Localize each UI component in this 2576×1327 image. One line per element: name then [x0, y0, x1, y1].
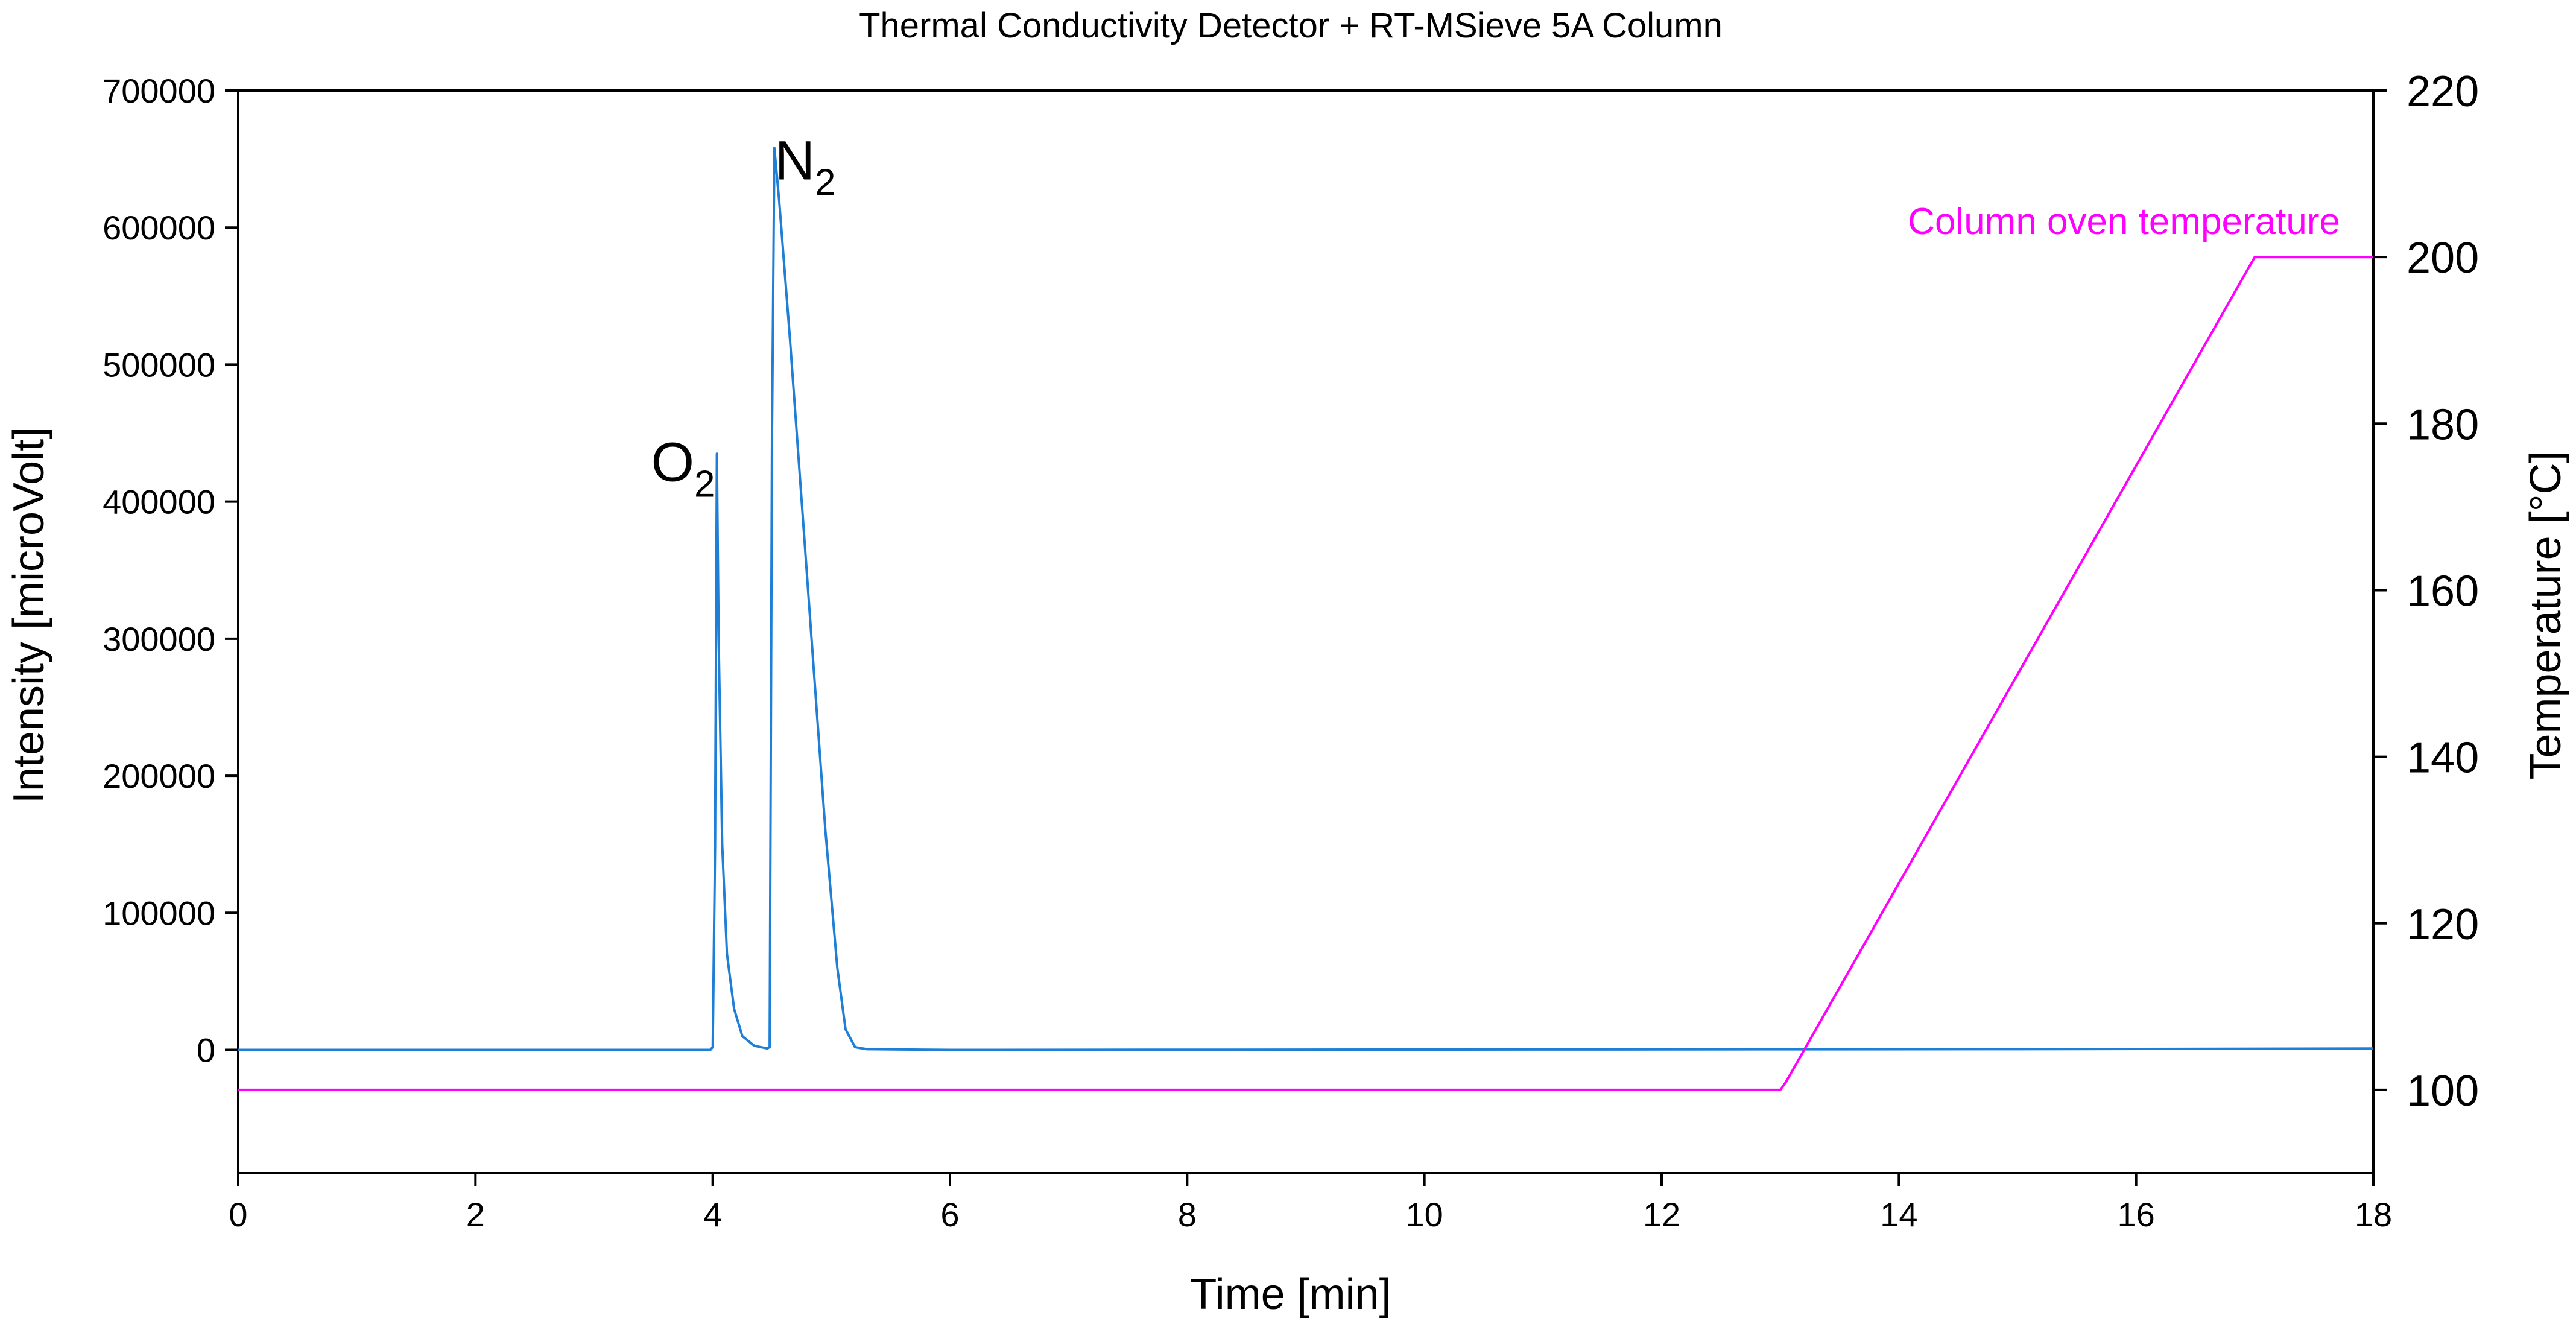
peak-label: O2	[651, 432, 715, 505]
plot-frame	[237, 89, 2375, 1174]
y-tick-label: 200000	[103, 757, 215, 795]
x-tick-label: 18	[2355, 1196, 2392, 1234]
x-tick-label: 4	[703, 1196, 722, 1234]
y-tick-label: 600000	[103, 209, 215, 247]
y-tick-label: 300000	[103, 620, 215, 658]
y-tick-label: 100000	[103, 894, 215, 932]
peak-label: N2	[775, 130, 836, 204]
y-tick-label: 700000	[103, 72, 215, 110]
y-tick-label: 500000	[103, 346, 215, 384]
chart-title: Thermal Conductivity Detector + RT-MSiev…	[859, 6, 1723, 45]
y-tick-label: 400000	[103, 483, 215, 521]
y2-tick-label: 120	[2407, 901, 2479, 949]
y2-tick-label: 140	[2407, 734, 2479, 782]
y-axis-label: Intensity [microVolt]	[5, 427, 53, 803]
x-tick-label: 12	[1643, 1196, 1680, 1234]
x-tick-label: 0	[229, 1196, 247, 1234]
x-axis-label: Time [min]	[1190, 1270, 1391, 1319]
temperature-line	[238, 256, 2373, 1091]
y-tick-label: 0	[197, 1031, 215, 1069]
x-tick-label: 10	[1406, 1196, 1443, 1234]
y2-axis-label: Temperature [°C]	[2522, 451, 2570, 780]
y2-tick-label: 200	[2407, 234, 2479, 282]
temperature-series-label: Column oven temperature	[1908, 201, 2340, 242]
x-tick-label: 6	[940, 1196, 959, 1234]
y2-tick-label: 160	[2407, 567, 2479, 615]
x-tick-label: 16	[2118, 1196, 2155, 1234]
y2-tick-label: 220	[2407, 68, 2479, 116]
x-tick-label: 2	[466, 1196, 485, 1234]
y2-tick-label: 100	[2407, 1067, 2479, 1115]
y2-tick-label: 180	[2407, 401, 2479, 449]
plot-area: 0 2 4 6 8 10 12 14 16 180100000200000300000400000…	[103, 68, 2479, 1234]
x-tick-label: 14	[1880, 1196, 1917, 1234]
intensity-line	[238, 147, 2374, 1051]
x-tick-label: 8	[1178, 1196, 1197, 1234]
